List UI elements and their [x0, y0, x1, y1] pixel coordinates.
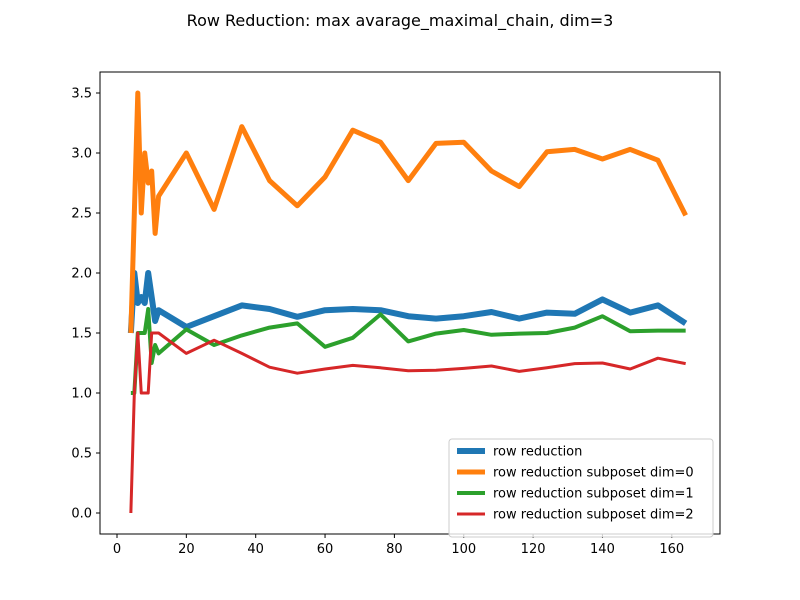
series-line-3: [129, 331, 686, 514]
x-tick-label: 120: [521, 542, 546, 557]
x-tick-label: 160: [659, 542, 684, 557]
legend-label-1: row reduction subposet dim=0: [493, 466, 694, 481]
x-tick-label: 60: [317, 542, 334, 557]
y-tick-label: 1.5: [71, 327, 92, 342]
y-tick-label: 0.5: [71, 447, 92, 462]
legend-box: [448, 438, 714, 538]
y-tick-label: 2.0: [71, 267, 92, 282]
series-line-2: [130, 307, 686, 395]
plot-area: [127, 90, 688, 514]
legend-label-2: row reduction subposet dim=1: [493, 487, 694, 502]
y-tick-label: 0.0: [71, 507, 92, 522]
y-tick-label: 2.5: [71, 207, 92, 222]
x-tick-label: 80: [386, 542, 403, 557]
axes-frame: [99, 71, 721, 535]
x-tick-label: 140: [590, 542, 615, 557]
chart-title: Row Reduction: max avarage_maximal_chain…: [187, 11, 614, 31]
y-tick-label: 1.0: [71, 387, 92, 402]
x-tick-label: 100: [451, 542, 476, 557]
series-line-0: [127, 270, 688, 334]
y-tick-label: 3.0: [71, 147, 92, 162]
axes: 0 20 40 60 80 100 120 140 160 0.0 0.5 1.0 1.5 2.0 2.5 3…: [71, 71, 721, 557]
x-tick-label: 40: [247, 542, 264, 557]
legend-label-3: row reduction subposet dim=2: [493, 508, 694, 523]
y-tick-label: 3.5: [71, 87, 92, 102]
series-line-1: [128, 90, 688, 334]
legend-label-0: row reduction: [493, 445, 582, 460]
x-tick-label: 20: [178, 542, 195, 557]
x-tick-label: 0: [113, 542, 121, 557]
legend: row reduction row reduction subposet dim=…: [448, 438, 714, 538]
